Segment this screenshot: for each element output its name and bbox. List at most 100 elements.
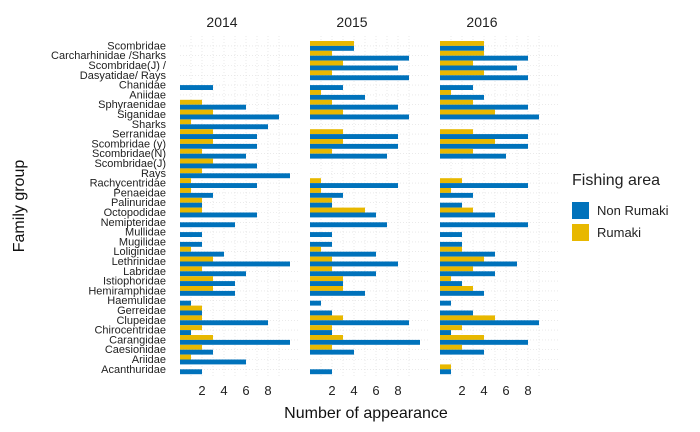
bar-2015-non-rumaki: [310, 261, 398, 267]
y-tick-label: Ariidae: [132, 354, 166, 366]
bar-2014-non-rumaki: [180, 359, 246, 365]
y-tick-label: Scombridae(N): [92, 148, 166, 160]
bar-2015-rumaki: [310, 207, 365, 213]
bar-2016-non-rumaki: [440, 202, 462, 208]
bar-2015-non-rumaki: [310, 281, 343, 286]
bar-2015-rumaki: [310, 139, 343, 144]
bar-2014-rumaki: [180, 325, 202, 331]
bar-2015-rumaki: [310, 60, 343, 66]
y-tick-label: Scombridae: [107, 40, 166, 52]
legend-swatch-non-rumaki: [572, 201, 589, 219]
bar-2014-non-rumaki: [180, 349, 213, 355]
x-tick-label: 4: [220, 383, 227, 398]
bar-2015-rumaki: [310, 286, 343, 291]
bar-2014-non-rumaki: [180, 222, 235, 228]
y-tick-label: Clupeidae: [116, 315, 166, 327]
bar-2014-non-rumaki: [180, 310, 202, 316]
bar-2015-non-rumaki: [310, 369, 332, 375]
bar-2014-non-rumaki: [180, 183, 257, 188]
bar-2016-non-rumaki: [440, 55, 528, 61]
bar-2014-rumaki: [180, 188, 191, 193]
bar-2014-rumaki: [180, 119, 191, 125]
x-tick-label: 2: [458, 383, 465, 398]
x-tick-label: 6: [372, 383, 379, 398]
bar-2014-non-rumaki: [180, 232, 202, 237]
bar-2015-non-rumaki: [310, 192, 343, 198]
x-tick-label: 4: [350, 383, 357, 398]
bar-2016-non-rumaki: [440, 143, 528, 149]
y-tick-label: Scombridae(J) /: [88, 60, 167, 72]
x-tick-label: 6: [242, 383, 249, 398]
bar-2016-non-rumaki: [440, 114, 539, 120]
bar-2015-non-rumaki: [310, 85, 343, 90]
y-tick-label: Siganidae: [117, 109, 166, 121]
bar-2016-non-rumaki: [440, 320, 539, 326]
bar-2015-rumaki: [310, 129, 343, 135]
bar-2016-rumaki: [440, 41, 484, 46]
bar-2014-non-rumaki: [180, 153, 246, 159]
y-tick-label: Dasyatidae/ Rays: [80, 70, 167, 82]
y-tick-label: Loliginidae: [113, 246, 166, 258]
bar-2014-rumaki: [180, 276, 213, 282]
bar-2016-non-rumaki: [440, 192, 473, 198]
bar-2016-non-rumaki: [440, 241, 462, 247]
y-tick-label: Scombridae (y): [91, 138, 166, 150]
bar-2015-non-rumaki: [310, 153, 387, 159]
y-tick-label: Caesionidae: [105, 344, 166, 356]
bar-2016-non-rumaki: [440, 290, 484, 296]
y-tick-label: Palinuridae: [111, 197, 166, 209]
y-tick-label: Istiophoridae: [103, 276, 166, 288]
bar-2014-non-rumaki: [180, 281, 235, 286]
facet-title-2016: 2016: [466, 14, 497, 30]
bar-2015-non-rumaki: [310, 143, 398, 149]
y-tick-label: Mugilidae: [119, 236, 166, 248]
legend-title: Fishing area: [572, 172, 661, 189]
bar-2014-rumaki: [180, 129, 213, 135]
bar-2016-rumaki: [440, 99, 473, 105]
bar-2014-rumaki: [180, 246, 191, 252]
bar-2015-non-rumaki: [310, 300, 321, 306]
bar-2015-non-rumaki: [310, 330, 332, 335]
bar-2014-rumaki: [180, 168, 202, 174]
bar-2014-non-rumaki: [180, 124, 268, 130]
bar-2015-rumaki: [310, 148, 332, 154]
bar-2014-rumaki: [180, 99, 202, 105]
y-tick-label: Aniidae: [129, 89, 166, 101]
y-tick-label: Serranidae: [112, 129, 166, 141]
bar-2016-rumaki: [440, 188, 451, 193]
bar-2015-rumaki: [310, 315, 343, 321]
y-tick-label: Scombridae(J): [94, 158, 166, 170]
x-tick-label: 2: [198, 383, 205, 398]
bar-2016-non-rumaki: [440, 104, 528, 110]
bar-2015-non-rumaki: [310, 104, 398, 110]
bar-2014-non-rumaki: [180, 104, 246, 110]
y-tick-label: Gerreidae: [117, 305, 166, 317]
legend-item-non-rumaki: Non Rumaki: [572, 199, 697, 221]
bar-2016-non-rumaki: [440, 45, 484, 51]
bar-2015-rumaki: [310, 90, 321, 95]
bar-2014-non-rumaki: [180, 300, 191, 306]
y-tick-label: Sharks: [132, 119, 167, 131]
bar-2014-non-rumaki: [180, 241, 202, 247]
bar-2016-rumaki: [440, 315, 495, 321]
bar-2015-rumaki: [310, 266, 332, 272]
bar-2016-non-rumaki: [440, 94, 484, 100]
bar-2016-rumaki: [440, 90, 451, 95]
bar-2015-non-rumaki: [310, 222, 387, 228]
bar-2014-rumaki: [180, 197, 202, 203]
bar-2014-non-rumaki: [180, 192, 213, 198]
y-tick-label: Octopodidae: [104, 207, 166, 219]
y-tick-label: Labridae: [123, 266, 166, 278]
y-tick-label: Penaeidae: [113, 187, 166, 199]
bar-2014-non-rumaki: [180, 173, 290, 179]
bar-2016-rumaki: [440, 129, 473, 135]
x-tick-label: 8: [394, 383, 401, 398]
bar-2014-non-rumaki: [180, 85, 213, 90]
bar-2016-non-rumaki: [440, 212, 495, 218]
bar-2016-non-rumaki: [440, 183, 528, 188]
bar-2014-non-rumaki: [180, 320, 268, 326]
bar-2015-rumaki: [310, 276, 343, 282]
bar-2016-non-rumaki: [440, 339, 528, 345]
bar-2016-rumaki: [440, 286, 473, 291]
bar-2014-non-rumaki: [180, 202, 202, 208]
